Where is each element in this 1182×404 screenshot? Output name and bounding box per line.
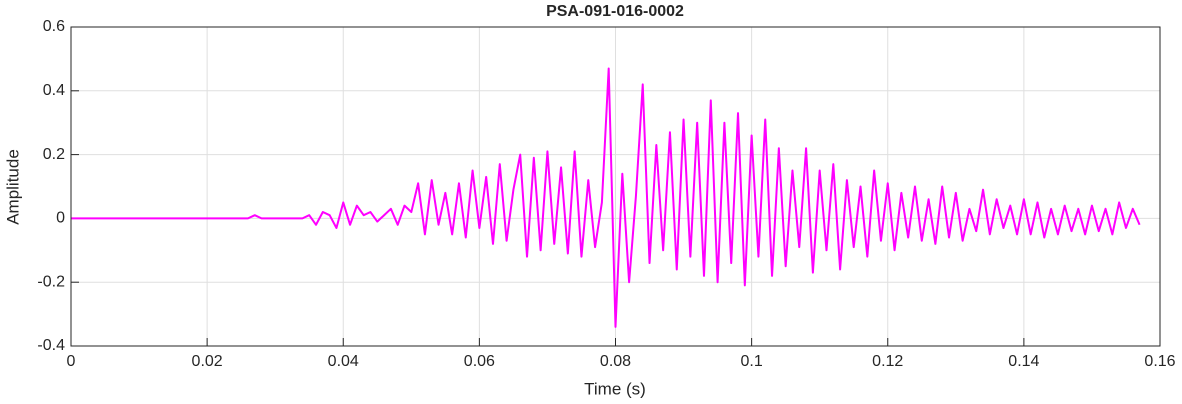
chart-title: PSA-091-016-0002 bbox=[546, 3, 684, 20]
x-tick-label: 0.02 bbox=[192, 353, 223, 370]
x-tick-label: 0.04 bbox=[328, 353, 359, 370]
x-tick-label: 0.1 bbox=[741, 353, 763, 370]
y-tick-label: 0.4 bbox=[43, 82, 65, 99]
x-tick-label: 0.12 bbox=[872, 353, 903, 370]
y-tick-label: 0.6 bbox=[43, 18, 65, 35]
x-tick-label: 0.08 bbox=[600, 353, 631, 370]
y-tick-label: 0 bbox=[56, 210, 65, 227]
y-tick-label: -0.4 bbox=[37, 337, 65, 354]
plot-frame bbox=[70, 26, 1161, 347]
x-tick-label: 0.14 bbox=[1008, 353, 1039, 370]
data-line bbox=[71, 67, 1141, 328]
y-tick-label: 0.2 bbox=[43, 146, 65, 163]
y-tick-label: -0.2 bbox=[37, 273, 65, 290]
x-tick-label: 0.16 bbox=[1144, 353, 1175, 370]
x-axis-label: Time (s) bbox=[584, 379, 646, 398]
x-tick-label: 0.06 bbox=[464, 353, 495, 370]
y-axis-label: Amplitude bbox=[3, 149, 22, 225]
x-tick-label: 0 bbox=[67, 353, 76, 370]
